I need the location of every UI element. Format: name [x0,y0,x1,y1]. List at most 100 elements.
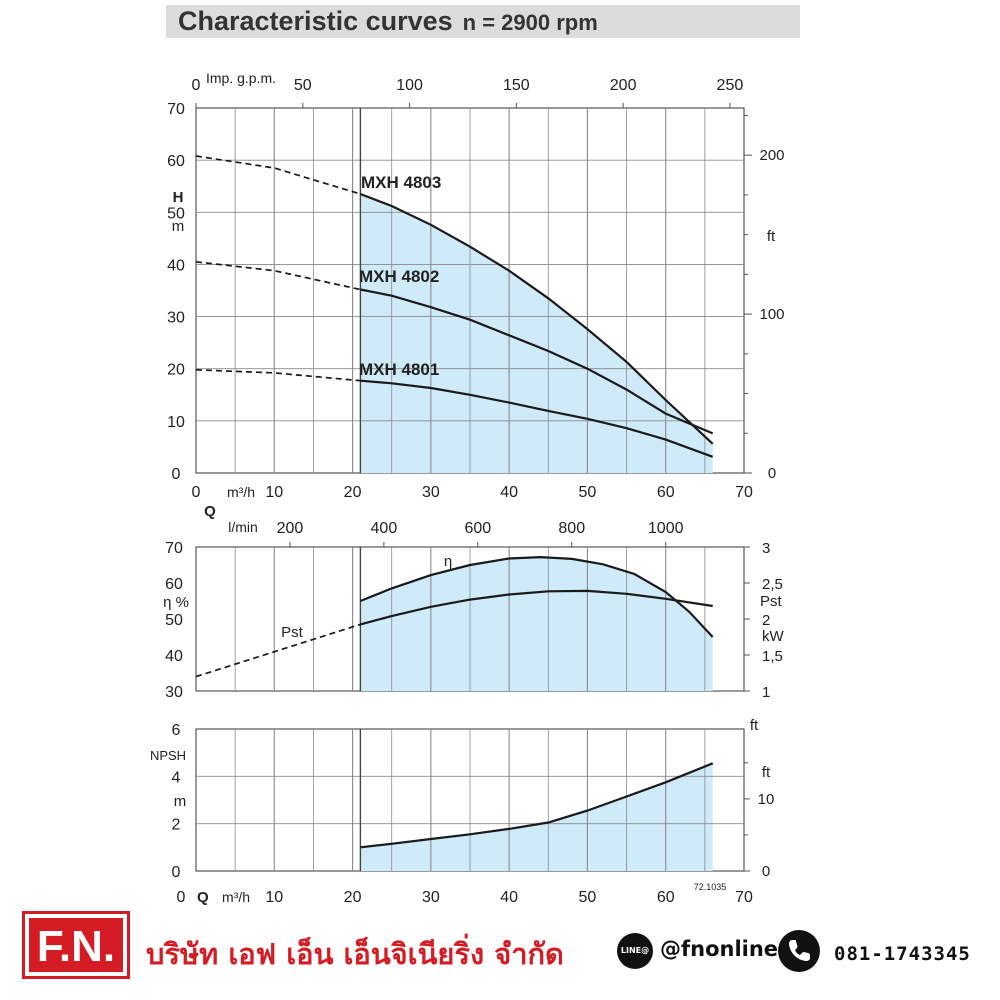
head-x-tick-label: 50 [579,484,597,501]
npsh-y-tick-label: 0 [172,864,181,881]
npsh-x-tick-label: 0 [177,889,186,905]
eff-y-tick-label: 40 [165,648,183,665]
line-handle[interactable]: @fnonline [660,937,779,961]
eff-kw-tick-label: 1,5 [762,648,783,665]
head-series-label: MXH 4803 [361,173,441,192]
npsh-ft-top-label: ft [750,717,759,734]
eff-lmin-tick-label: 1000 [648,520,684,537]
chart-title-main: Characteristic curves [178,6,453,36]
npsh-x-tick-label: 40 [500,889,518,905]
eff-y-tick-label: 30 [165,684,183,701]
npsh-curve [360,762,714,849]
npsh-code-label: 72.1035 [694,882,727,892]
head-x-unit-label: m³/h [227,484,255,500]
npsh-y-tick-label: 4 [172,769,181,786]
eff-kw-tick-label: 2 [762,612,770,629]
head-curve [360,379,714,458]
head-gpm-tick-label: 100 [396,77,423,94]
chart-title: Characteristic curves n = 2900 rpm [178,6,598,37]
company-name: บริษัท เอฟ เอ็น เอ็นจิเนียริ่ง จำกัด [146,937,564,971]
eff-lmin-tick-label: 200 [277,520,304,537]
npsh-y-tick-label: 2 [172,817,181,834]
head-y-label-h: H [173,189,184,206]
npsh-x-tick-label: 50 [579,889,597,905]
head-y-tick-label: 30 [167,310,185,327]
eff-y-tick-label: 60 [165,576,183,593]
head-x-tick-label: 20 [344,484,362,501]
head-y-label-m: m [172,218,185,235]
npsh-y-unit-label: m [174,793,187,810]
phone-number[interactable]: 081-1743345 [834,943,971,965]
title-bar: Characteristic curves n = 2900 rpm [166,5,800,38]
npsh-q-label: Q [197,889,209,905]
head-x-tick-label: 0 [192,484,201,501]
head-x-tick-label: 10 [265,484,283,501]
head-x-tick-label: 40 [500,484,518,501]
npsh-ft-tick-label: 10 [758,791,775,808]
head-y-tick-label: 50 [167,205,185,222]
phone-icon [778,930,820,972]
eff-pst-curve [360,589,713,626]
head-x-tick-label: 60 [657,484,675,501]
head-x-tick-label: 70 [735,484,753,501]
eff-y-label: η % [163,594,189,611]
npsh-y-tick-label: 6 [172,722,181,739]
head-y-tick-label: 70 [167,101,185,118]
npsh-x-tick-label: 10 [265,889,283,905]
line-icon: LINE@ [617,933,653,969]
head-series-label: MXH 4801 [359,360,439,379]
eff-y-tick-label: 70 [165,540,183,557]
head-y-tick-label: 0 [172,466,181,483]
head-gpm-label: Imp. g.p.m. [206,70,276,86]
npsh-ft-tick-label: 0 [762,863,770,880]
eff-y-tick-label: 50 [165,612,183,629]
npsh-y-label: NPSH [150,748,186,763]
npsh-x-tick-label: 60 [657,889,675,905]
eff-eta-label: η [444,553,452,570]
head-y-tick-label: 20 [167,362,185,379]
eff-pst-series-label: Pst [281,624,304,641]
head-gpm-tick-label: 0 [192,77,201,94]
head-operating-area [360,194,713,473]
eff-lmin-tick-label: 600 [464,520,491,537]
head-gpm-tick-label: 250 [717,77,744,94]
head-ft-tick-label: 0 [768,465,776,482]
head-gpm-tick-label: 50 [294,77,312,94]
head-series-label: MXH 4802 [359,267,439,286]
fn-logo: F.N. [22,911,130,979]
head-curve [360,192,714,445]
eff-kw-label: kW [762,628,785,645]
head-curve-dashed [195,368,361,382]
head-y-tick-label: 10 [167,414,185,431]
head-ft-tick-label: 100 [759,306,784,323]
head-y-tick-label: 40 [167,257,185,274]
eff-kw-tick-label: 3 [762,540,770,557]
npsh-x-tick-label: 70 [735,889,753,905]
head-ft-tick-label: 200 [759,147,784,164]
footer: F.N. บริษัท เอฟ เอ็น เอ็นจิเนียริ่ง จำกั… [0,905,1000,1000]
head-gpm-tick-label: 150 [503,77,530,94]
head-ft-label: ft [767,228,776,245]
eff-pst-curve-dashed [195,623,361,678]
eff-pst-label: Pst [760,593,783,610]
eff-eta-curve [359,555,714,638]
eff-lmin-tick-label: 400 [371,520,398,537]
npsh-ft-label: ft [762,764,771,781]
eff-q-label: Q [204,503,216,520]
npsh-x-unit-label: m³/h [222,889,250,905]
head-y-tick-label: 60 [167,153,185,170]
head-curve [360,288,714,435]
npsh-x-tick-label: 30 [422,889,440,905]
eff-kw-tick-label: 1 [762,684,770,701]
eff-lmin-label: l/min [228,519,258,535]
npsh-x-tick-label: 20 [344,889,362,905]
eff-operating-area [360,557,713,691]
eff-lmin-tick-label: 800 [558,520,585,537]
npsh-operating-area [360,763,713,871]
chart-title-sub: n = 2900 rpm [462,10,598,35]
head-x-tick-label: 30 [422,484,440,501]
fn-logo-text: F.N. [36,922,116,971]
eff-kw-tick-label: 2,5 [762,576,783,593]
head-gpm-tick-label: 200 [610,77,637,94]
